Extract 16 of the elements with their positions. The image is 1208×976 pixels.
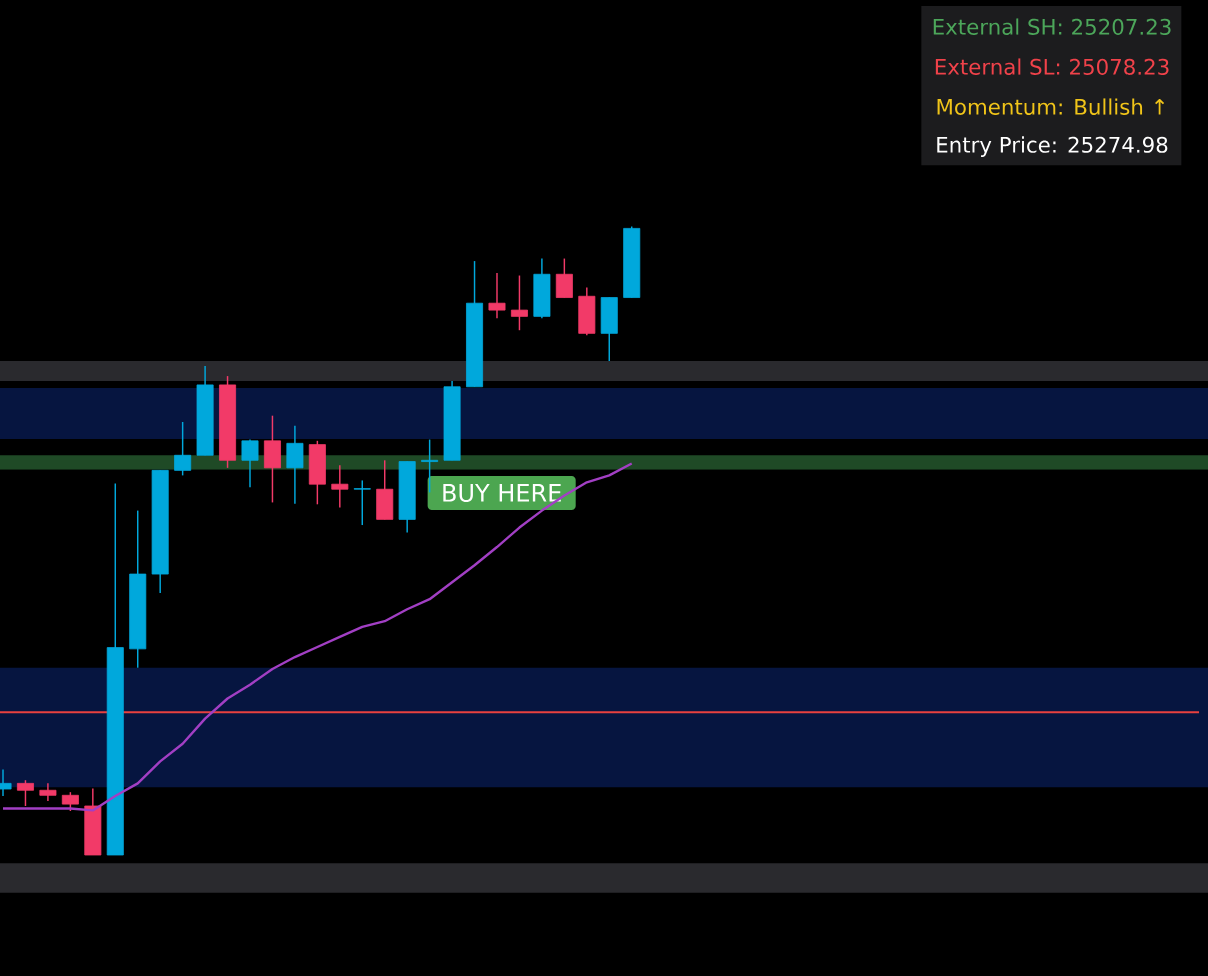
candlestick bbox=[510, 274, 528, 331]
text: Entry Price: 25274.98 bbox=[937, 136, 1168, 157]
candlestick bbox=[39, 782, 57, 802]
candlestick bbox=[421, 438, 439, 494]
candlestick bbox=[555, 257, 573, 299]
candlestick bbox=[488, 272, 506, 320]
candlestick bbox=[353, 479, 371, 526]
candlestick bbox=[16, 779, 34, 807]
candlestick bbox=[241, 438, 259, 489]
text: External SH: 25207.23 bbox=[933, 18, 1171, 35]
candlestick bbox=[61, 791, 79, 812]
annotation: BUY HERE bbox=[443, 484, 561, 502]
text: Momentum: Bullish ↑ bbox=[937, 98, 1165, 115]
text: External SL: 25078.23 bbox=[935, 58, 1169, 75]
candlestick bbox=[174, 421, 192, 477]
candlestick bbox=[331, 464, 349, 509]
